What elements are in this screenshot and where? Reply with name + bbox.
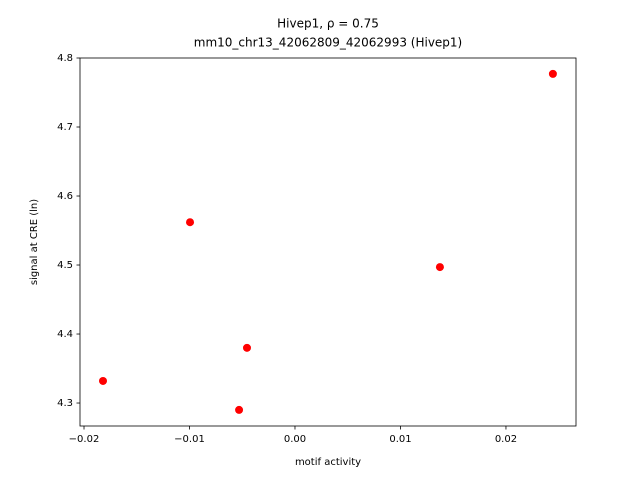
x-tick-label: −0.02: [69, 434, 100, 445]
x-tick-label: 0.00: [284, 434, 306, 445]
chart-subtitle: mm10_chr13_42062809_42062993 (Hivep1): [194, 36, 462, 50]
x-tick-label: 0.01: [389, 434, 411, 445]
y-tick-label: 4.4: [57, 329, 73, 340]
chart-title: Hivep1, ρ = 0.75: [277, 17, 379, 31]
x-axis-label: motif activity: [295, 457, 361, 468]
point: [435, 263, 444, 272]
y-tick-label: 4.5: [57, 260, 73, 271]
point: [548, 69, 557, 78]
plot-frame: [79, 57, 577, 427]
point: [186, 218, 195, 227]
point: [242, 343, 251, 352]
y-tick-label: 4.3: [57, 398, 73, 409]
y-axis-label: signal at CRE (ln): [29, 199, 40, 285]
y-tick-label: 4.6: [57, 191, 73, 202]
x-tick-label: 0.02: [495, 434, 517, 445]
y-tick-label: 4.8: [57, 53, 73, 64]
point: [98, 376, 107, 385]
x-tick-label: −0.01: [174, 434, 205, 445]
y-tick-label: 4.7: [57, 122, 73, 133]
point: [235, 405, 244, 414]
